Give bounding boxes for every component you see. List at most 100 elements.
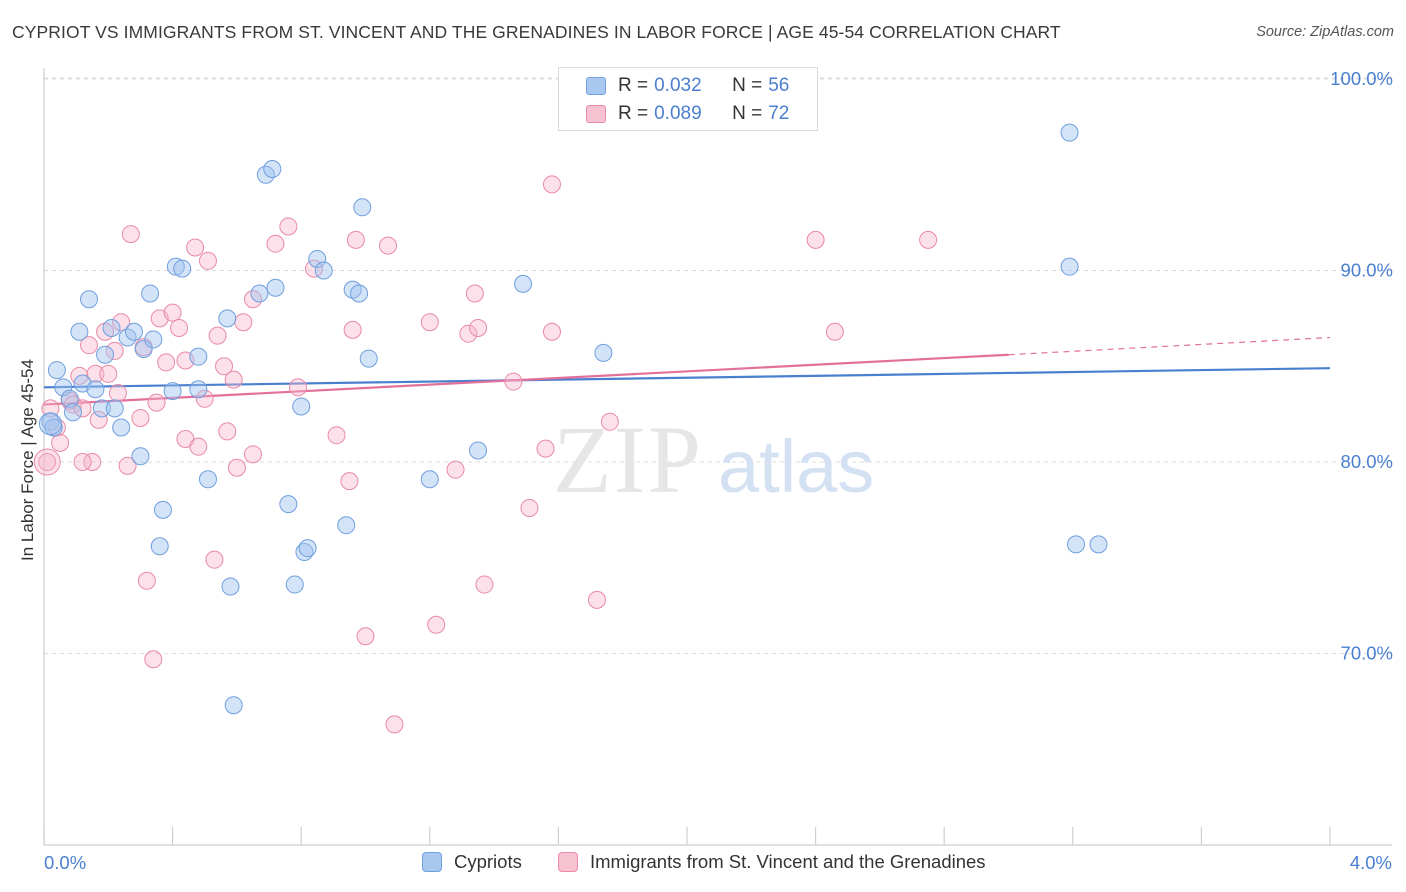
point-cypriots	[359, 349, 378, 368]
point-immigrants	[118, 456, 137, 475]
point-immigrants	[80, 336, 99, 355]
legend-item-cypriots[interactable]: Cypriots	[422, 851, 522, 873]
r-label: R =	[618, 75, 649, 96]
point-cypriots	[47, 361, 66, 380]
point-immigrants-large	[33, 448, 61, 476]
point-cypriots	[218, 309, 237, 328]
point-immigrants	[446, 460, 465, 479]
point-immigrants	[288, 378, 307, 397]
point-cypriots	[285, 575, 304, 594]
point-immigrants	[41, 399, 60, 418]
point-cypriots	[1089, 535, 1108, 554]
point-immigrants	[51, 433, 70, 452]
point-immigrants	[215, 357, 234, 376]
legend-item-immigrants[interactable]: Immigrants from St. Vincent and the Gren…	[558, 851, 986, 873]
legend-label: Cypriots	[454, 851, 522, 872]
point-immigrants	[356, 627, 375, 646]
y-axis-label: In Labor Force | Age 45-54	[18, 359, 37, 561]
point-immigrants	[806, 230, 825, 249]
point-cypriots	[1060, 123, 1079, 142]
point-cypriots	[350, 284, 369, 303]
point-cypriots-large	[38, 412, 62, 436]
point-immigrants	[919, 230, 938, 249]
point-immigrants	[520, 498, 539, 517]
legend-swatch-pink	[558, 852, 578, 872]
stats-row-immigrants: R = 0.089 N = 72	[586, 103, 789, 125]
point-immigrants	[536, 439, 555, 458]
point-cypriots	[80, 290, 99, 309]
point-cypriots	[266, 278, 285, 297]
point-immigrants	[475, 575, 494, 594]
point-cypriots	[1060, 257, 1079, 276]
point-immigrants	[137, 571, 156, 590]
point-immigrants	[163, 303, 182, 322]
point-immigrants	[73, 399, 92, 418]
point-immigrants	[346, 230, 365, 249]
point-cypriots	[469, 441, 488, 460]
point-immigrants	[218, 422, 237, 441]
point-cypriots	[96, 345, 115, 364]
point-immigrants	[112, 313, 131, 332]
point-cypriots	[150, 537, 169, 556]
point-cypriots	[337, 516, 356, 535]
point-immigrants	[542, 175, 561, 194]
point-immigrants	[504, 372, 523, 391]
watermark-zip: ZIP	[553, 406, 703, 513]
tick-labels: 70.0% 80.0% 90.0% 100.0% 0.0% 4.0%	[44, 68, 1393, 873]
point-cypriots	[153, 500, 172, 519]
r-value: 0.032	[654, 75, 702, 96]
point-immigrants	[379, 236, 398, 255]
point-immigrants	[38, 453, 57, 471]
point-immigrants	[340, 472, 359, 491]
n-value: 56	[768, 75, 790, 96]
n-value: 72	[768, 103, 790, 124]
point-cypriots	[60, 389, 79, 408]
point-cypriots	[131, 447, 150, 466]
point-cypriots	[125, 322, 144, 341]
chart-title: CYPRIOT VS IMMIGRANTS FROM ST. VINCENT A…	[12, 22, 1061, 42]
n-label: N =	[732, 75, 763, 96]
legend-swatch-blue	[586, 77, 606, 95]
point-immigrants	[157, 353, 176, 372]
point-immigrants	[63, 395, 82, 414]
point-immigrants	[144, 650, 163, 669]
point-immigrants	[343, 320, 362, 339]
point-cypriots	[105, 399, 124, 418]
data-points	[33, 123, 1108, 734]
point-immigrants	[121, 225, 140, 244]
point-immigrants	[542, 322, 561, 341]
series-legend: Cypriots Immigrants from St. Vincent and…	[0, 851, 1406, 879]
point-cypriots	[594, 343, 613, 362]
point-immigrants	[189, 437, 208, 456]
point-immigrants	[205, 550, 224, 569]
point-immigrants	[105, 341, 124, 360]
point-cypriots	[279, 495, 298, 514]
point-cypriots	[198, 470, 217, 489]
point-immigrants	[108, 384, 127, 403]
point-immigrants	[469, 318, 488, 337]
point-immigrants	[99, 364, 118, 383]
point-cypriots	[221, 577, 240, 596]
point-immigrants	[131, 408, 150, 427]
y-tick-label: 100.0%	[1330, 68, 1393, 89]
watermark-atlas: atlas	[718, 425, 874, 508]
point-immigrants	[279, 217, 298, 236]
point-immigrants	[73, 453, 92, 471]
trend-lines	[43, 336, 1331, 406]
trend-line-cypriots	[43, 367, 1331, 389]
point-cypriots	[54, 378, 73, 397]
point-immigrants	[170, 318, 189, 337]
gridlines	[44, 77, 1392, 654]
point-cypriots	[308, 250, 327, 269]
point-cypriots	[144, 330, 163, 349]
point-cypriots	[298, 539, 317, 558]
point-immigrants	[420, 313, 439, 332]
n-label: N =	[732, 103, 763, 124]
y-tick-label: 80.0%	[1341, 451, 1393, 472]
point-immigrants	[227, 458, 246, 477]
point-immigrants	[587, 590, 606, 609]
point-cypriots	[141, 284, 160, 303]
point-immigrants	[186, 238, 205, 257]
point-immigrants	[224, 370, 243, 389]
